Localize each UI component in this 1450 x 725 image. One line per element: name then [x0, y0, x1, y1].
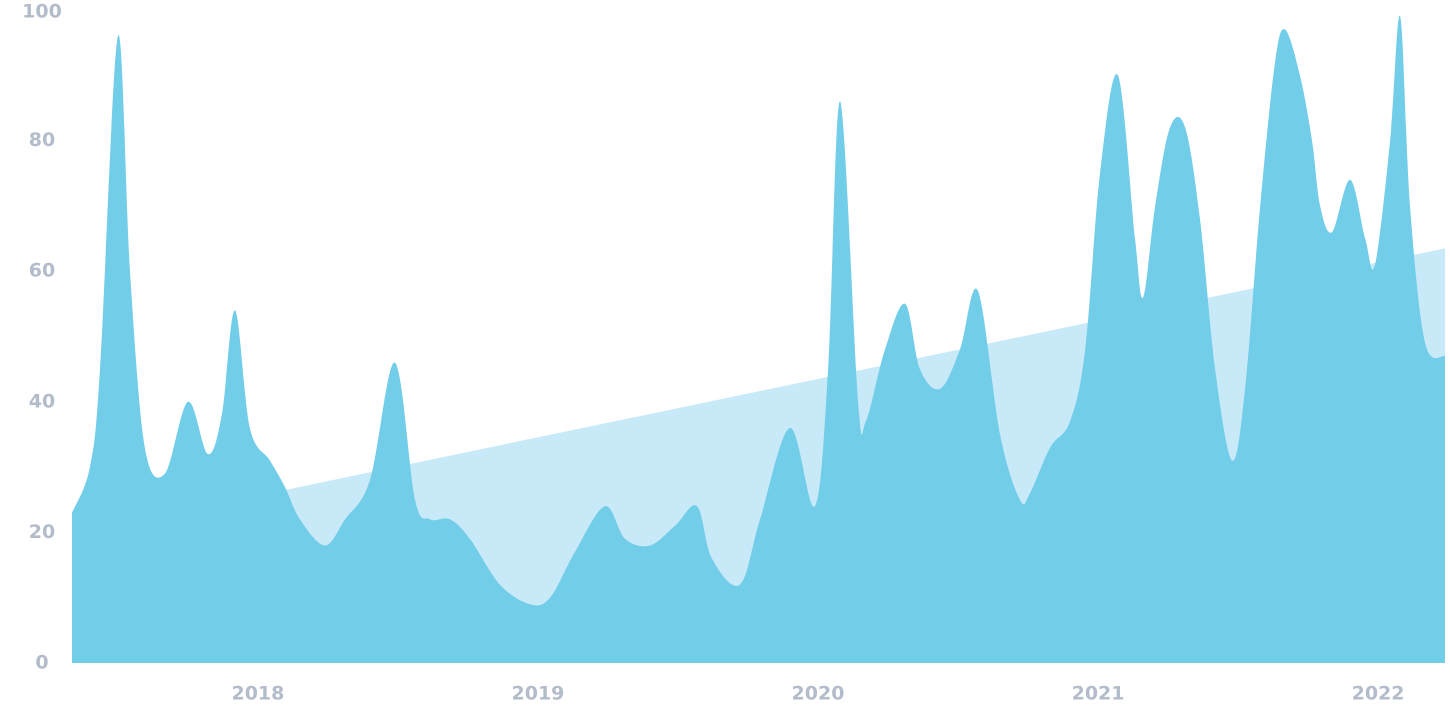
- y-tick-label: 40: [29, 390, 55, 412]
- x-tick-label: 2022: [1352, 683, 1405, 705]
- y-tick-label: 20: [29, 521, 55, 543]
- area: [72, 15, 1445, 663]
- x-tick-label: 2020: [792, 683, 845, 705]
- y-tick-label: 0: [35, 652, 48, 674]
- y-tick-label: 80: [29, 129, 55, 151]
- x-tick-label: 2018: [231, 683, 284, 705]
- y-tick-label: 100: [22, 1, 62, 23]
- x-tick-label: 2021: [1072, 683, 1125, 705]
- y-tick-label: 60: [29, 260, 55, 282]
- x-tick-label: 2019: [512, 683, 565, 705]
